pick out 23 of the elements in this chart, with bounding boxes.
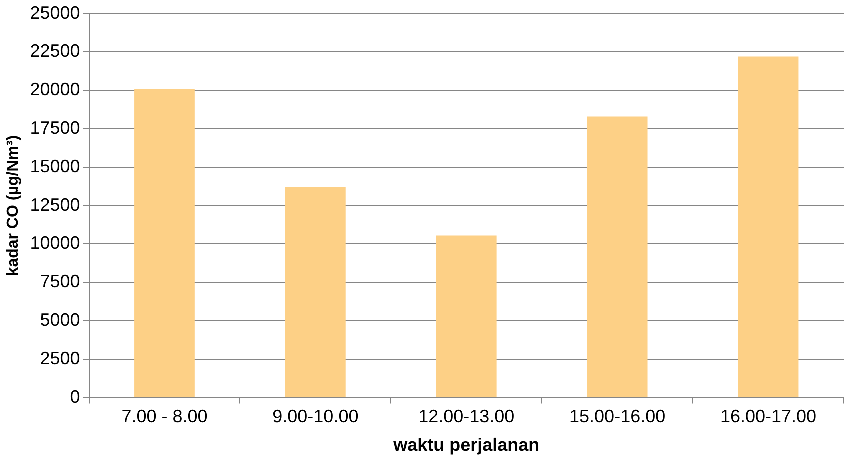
- y-tick-label: 5000: [40, 310, 80, 330]
- y-tick-label: 25000: [30, 2, 80, 23]
- bar: [134, 89, 195, 398]
- bar: [285, 187, 346, 398]
- x-axis-title: waktu perjalanan: [392, 435, 540, 456]
- y-tick-label: 2500: [40, 348, 80, 368]
- x-tick-label: 7.00 - 8.00: [122, 406, 208, 427]
- y-tick-label: 0: [70, 386, 80, 407]
- y-axis-title: kadar CO (µg/Nm³): [5, 135, 22, 276]
- bar: [436, 236, 497, 398]
- bar: [587, 116, 648, 398]
- x-tick-label: 16.00-17.00: [720, 406, 817, 427]
- y-tick-label: 15000: [30, 156, 80, 176]
- bar: [738, 56, 799, 398]
- y-tick-label: 20000: [30, 80, 80, 100]
- x-tick-label: 12.00-13.00: [418, 406, 515, 427]
- y-tick-label: 12500: [30, 194, 80, 215]
- y-tick-label: 10000: [30, 233, 80, 254]
- x-tick-label: 9.00-10.00: [272, 406, 359, 427]
- y-tick-label: 17500: [30, 118, 80, 138]
- y-tick-label: 7500: [40, 272, 80, 292]
- x-tick-label: 15.00-16.00: [570, 406, 666, 427]
- y-tick-label: 22500: [30, 41, 80, 62]
